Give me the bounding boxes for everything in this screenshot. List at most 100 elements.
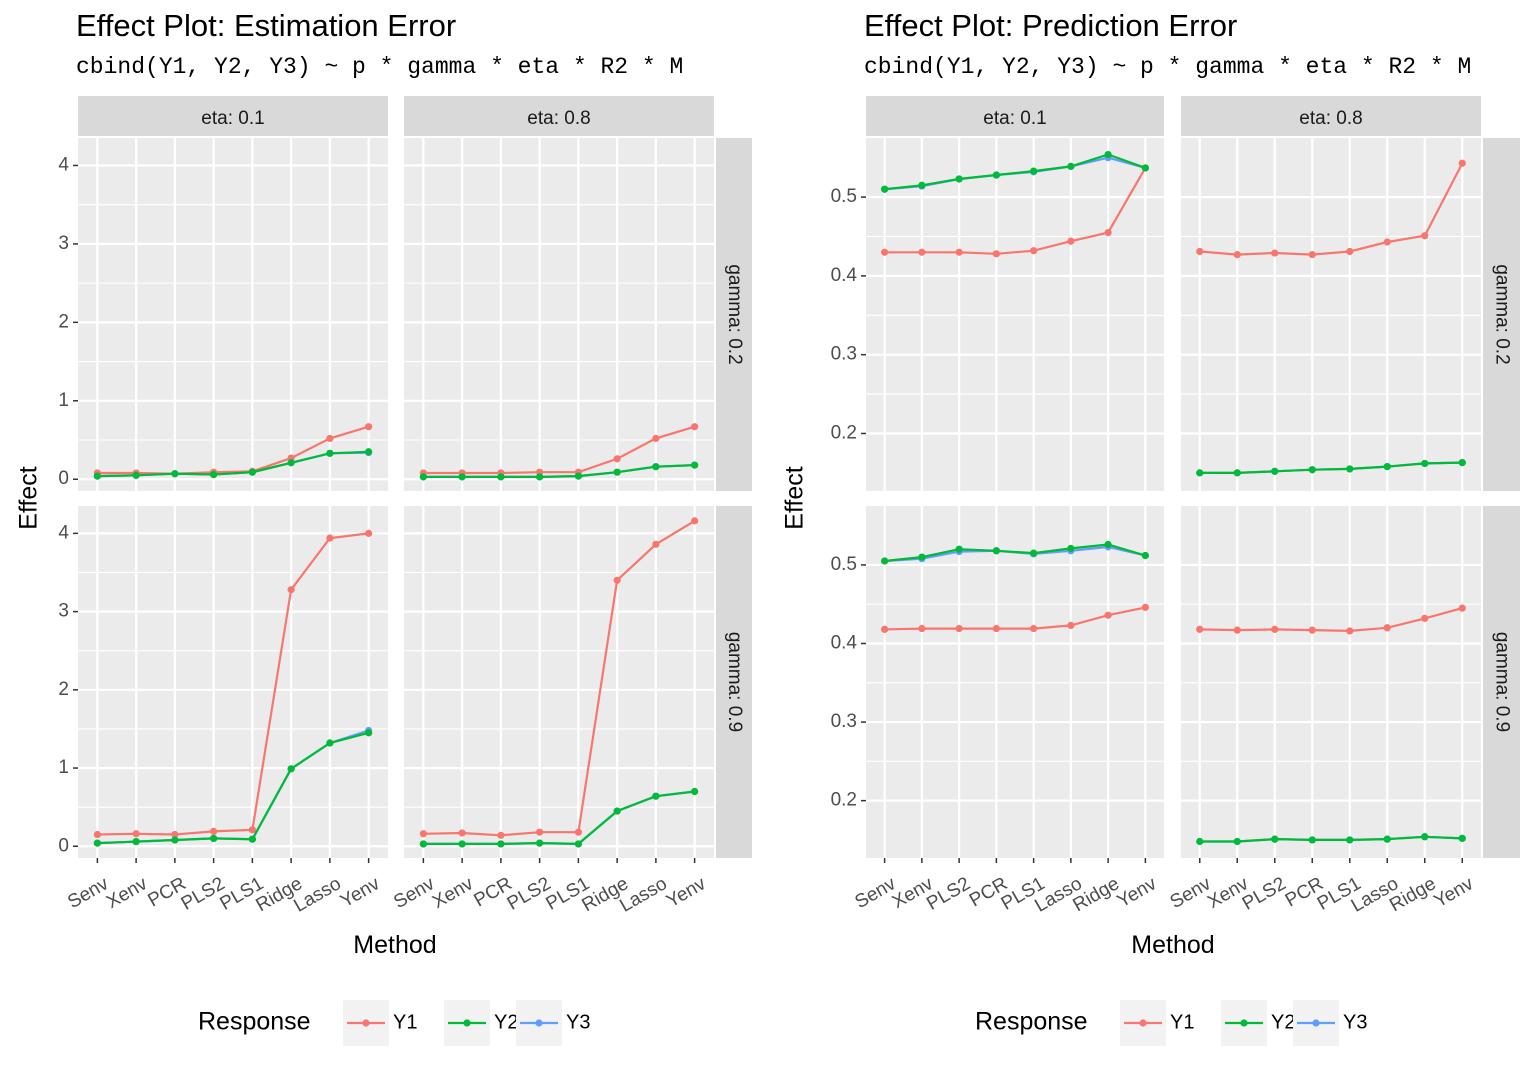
series-line-y1: [423, 425, 695, 475]
data-point-y1: [613, 455, 621, 463]
legend-key-point: [1312, 1019, 1320, 1027]
data-point-y1: [955, 624, 963, 633]
data-point-y1: [1030, 624, 1038, 633]
data-point-y2: [1308, 466, 1316, 474]
y-tick-label: 2: [58, 311, 69, 332]
data-point-y2: [536, 839, 544, 847]
data-point-y1: [691, 423, 699, 431]
data-point-y1: [248, 826, 256, 834]
data-point-y2: [1346, 836, 1354, 844]
data-point-y1: [1196, 247, 1204, 256]
y-tick-label: 0.2: [831, 422, 857, 443]
data-point-y1: [1271, 249, 1279, 257]
legend-title: Response: [198, 1008, 311, 1036]
y-tick-label: 0.5: [831, 186, 857, 207]
data-point-y1: [326, 534, 334, 542]
data-point-y1: [1308, 251, 1316, 259]
data-point-y1: [458, 829, 466, 837]
data-point-y1: [1346, 627, 1354, 635]
x-tick-label: Yenv: [1114, 873, 1161, 912]
data-point-y2: [1196, 837, 1204, 846]
data-point-y2: [497, 840, 505, 848]
facet-label-col: eta: 0.8: [1299, 108, 1362, 129]
facet-label-row: gamma: 0.9: [724, 632, 745, 732]
series-line-y1: [1199, 162, 1464, 256]
facet-label-col: eta: 0.8: [527, 108, 590, 129]
legend-key-point: [463, 1019, 471, 1027]
y-tick-label: 1: [58, 390, 69, 411]
y-tick-label: 3: [58, 233, 69, 254]
panel-background: [1181, 138, 1481, 491]
data-point-y1: [1067, 237, 1075, 245]
facet-strip-row: [1483, 138, 1520, 491]
legend-key-point: [1139, 1019, 1147, 1027]
facet-strip-row: [716, 506, 752, 858]
panel-background: [866, 138, 1164, 491]
data-point-y2: [497, 473, 505, 481]
data-point-y1: [1421, 614, 1429, 622]
data-point-y2: [1141, 164, 1149, 172]
series-line-y2: [1199, 461, 1463, 474]
y-tick-label: 4: [58, 154, 69, 175]
x-tick-label: Yenv: [1431, 873, 1478, 912]
series-line-y2: [97, 731, 369, 845]
facet-strip-col: [1181, 96, 1481, 136]
data-point-y1: [365, 529, 373, 537]
data-point-y2: [652, 463, 660, 471]
series-line-y1: [97, 425, 369, 475]
series-line-y1: [1199, 607, 1463, 633]
data-point-y2: [1067, 544, 1075, 553]
data-point-y2: [1233, 469, 1241, 477]
data-point-y1: [652, 540, 660, 548]
data-point-y1: [536, 828, 544, 836]
data-point-y2: [365, 729, 373, 737]
data-point-y1: [955, 248, 963, 256]
data-point-y2: [1346, 465, 1354, 473]
data-point-y1: [93, 830, 101, 839]
y-axis-title: Effect: [781, 466, 809, 530]
legend-label-y2: Y2: [494, 1011, 518, 1033]
data-point-y1: [691, 517, 699, 525]
facet-label-row: gamma: 0.2: [1491, 264, 1512, 364]
data-point-y1: [1308, 626, 1316, 634]
data-point-y2: [210, 470, 218, 479]
data-point-y2: [171, 470, 179, 478]
data-point-y2: [458, 840, 466, 848]
data-point-y2: [1458, 459, 1466, 467]
data-point-y2: [1233, 837, 1241, 846]
facet-label-col: eta: 0.1: [983, 108, 1046, 129]
data-point-y2: [1104, 150, 1112, 159]
data-point-y1: [918, 248, 926, 256]
data-point-y1: [613, 576, 621, 584]
y-tick-label: 0.2: [831, 790, 857, 811]
data-point-y2: [458, 473, 466, 481]
data-point-y2: [1421, 833, 1429, 841]
data-point-y2: [1308, 836, 1316, 844]
data-point-y1: [419, 830, 427, 838]
data-point-y2: [419, 840, 427, 848]
data-point-y1: [287, 586, 295, 594]
series-line-y2: [884, 153, 1146, 191]
y-tick-label: 4: [58, 522, 69, 543]
x-axis-title: Method: [1131, 931, 1214, 959]
facet-label-col: eta: 0.1: [201, 108, 264, 129]
y-tick-label: 0: [58, 468, 69, 489]
legend-label-y2: Y2: [1271, 1011, 1295, 1033]
data-point-y2: [613, 807, 621, 815]
legend-key-point: [1240, 1019, 1248, 1027]
data-point-y1: [1141, 603, 1149, 611]
legend-key-point: [535, 1019, 543, 1027]
data-point-y1: [1383, 624, 1391, 632]
data-point-y2: [881, 185, 889, 193]
data-point-y1: [1346, 247, 1354, 256]
data-point-y2: [574, 472, 582, 480]
data-point-y2: [171, 836, 179, 844]
series-line-y2: [884, 543, 1146, 563]
data-point-y1: [1421, 232, 1429, 240]
facet-label-row: gamma: 0.2: [724, 264, 745, 364]
data-point-y1: [574, 828, 582, 836]
data-point-y2: [1421, 459, 1429, 468]
data-point-y1: [1196, 625, 1204, 633]
y-tick-label: 0.3: [831, 344, 857, 365]
data-point-y1: [497, 831, 505, 839]
